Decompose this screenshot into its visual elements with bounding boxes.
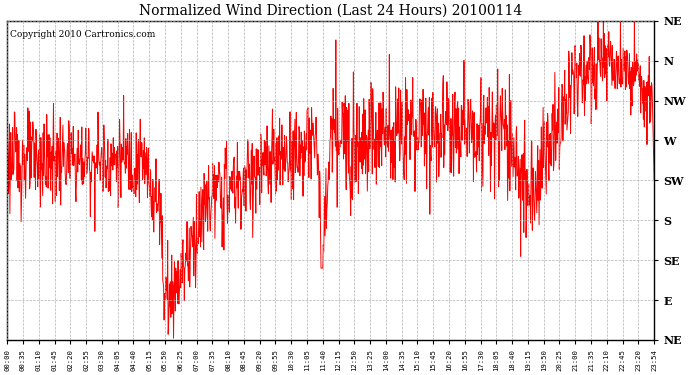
Text: Copyright 2010 Cartronics.com: Copyright 2010 Cartronics.com [10,30,156,39]
Title: Normalized Wind Direction (Last 24 Hours) 20100114: Normalized Wind Direction (Last 24 Hours… [139,4,522,18]
